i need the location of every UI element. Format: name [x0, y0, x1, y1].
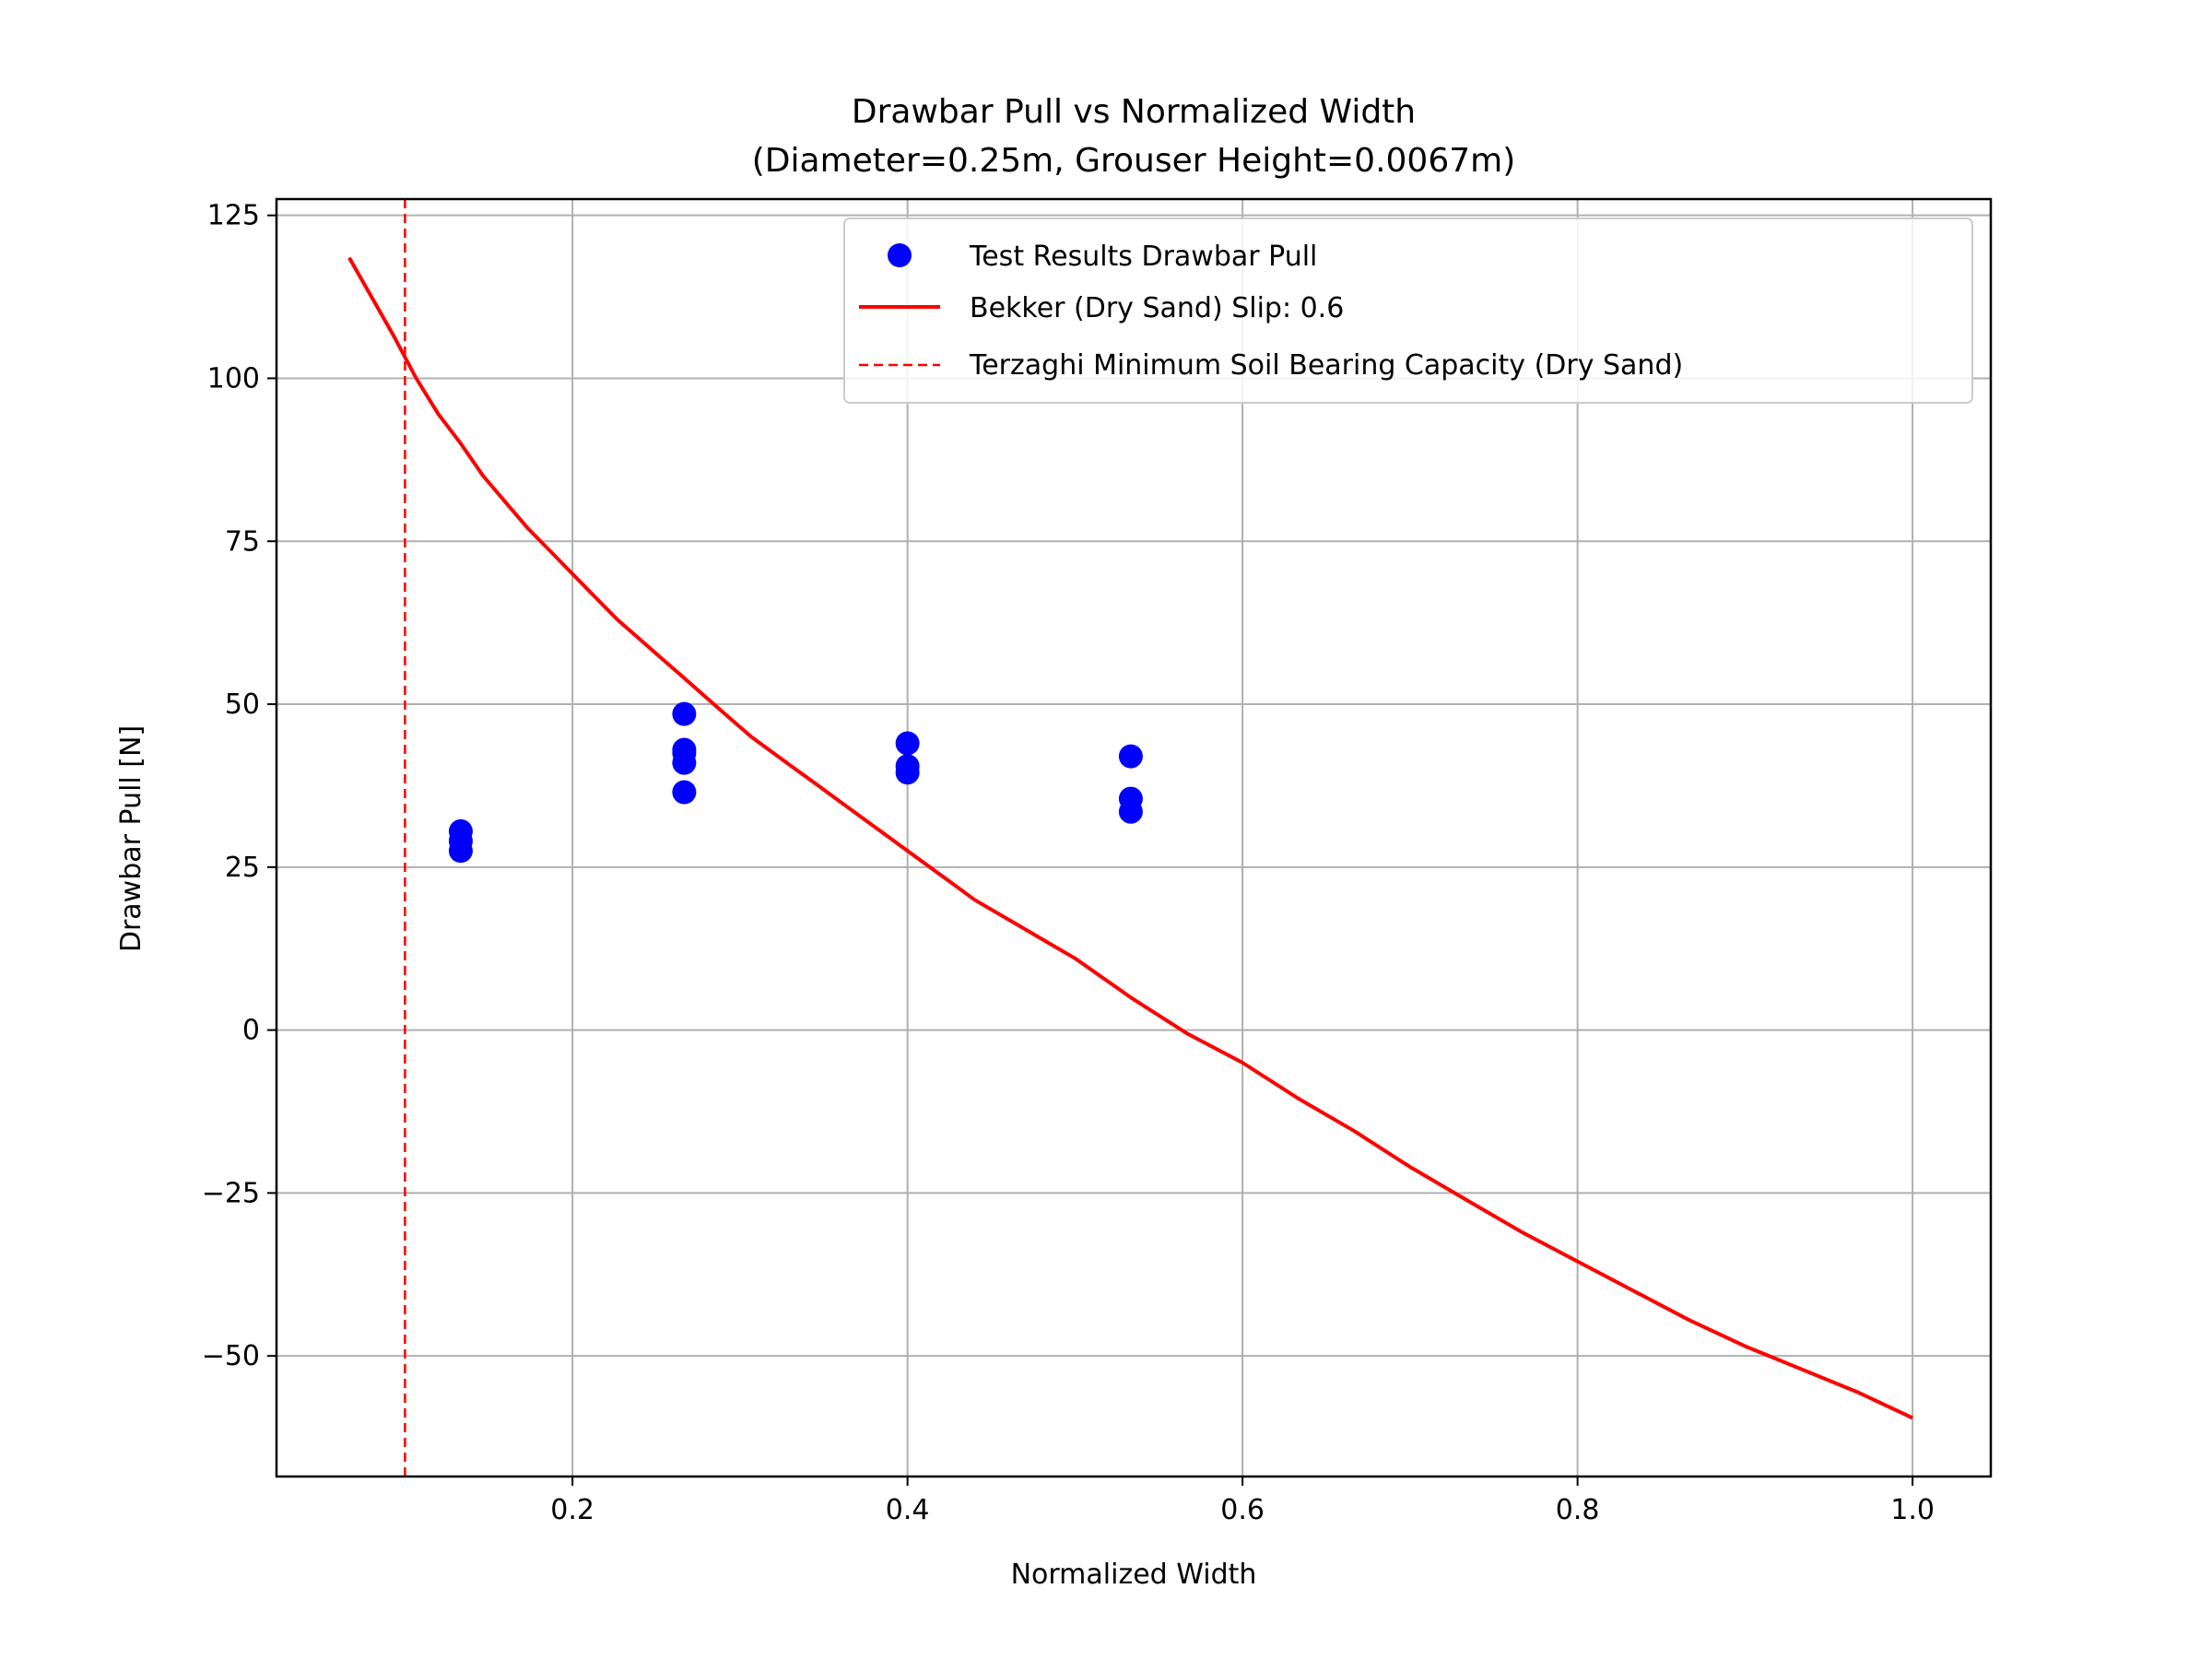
- legend: Test Results Drawbar Pull Bekker (Dry Sa…: [843, 218, 1973, 404]
- x-tick-label: 1.0: [1890, 1494, 1935, 1526]
- legend-label-bekker: Bekker (Dry Sand) Slip: 0.6: [970, 292, 1344, 324]
- scatter-point: [895, 731, 920, 756]
- scatter-point: [672, 701, 697, 726]
- y-tick-label: 100: [207, 362, 260, 394]
- grid-lines: [276, 199, 1991, 1477]
- x-tick-label: 0.4: [886, 1494, 930, 1526]
- axis-ticks: 0.2 0.4 0.6 0.8 1.0 125 100 75 50 25 0 −25 −50: [202, 200, 1935, 1526]
- y-tick-label: 75: [225, 525, 260, 558]
- x-axis-label: Normalized Width: [1011, 1559, 1257, 1591]
- x-tick-label: 0.2: [550, 1494, 594, 1526]
- scatter-point: [672, 741, 697, 766]
- x-tick-label: 0.8: [1556, 1494, 1600, 1526]
- x-tick-label: 0.6: [1220, 1494, 1265, 1526]
- scatter-point: [448, 839, 473, 864]
- y-tick-label: 50: [225, 688, 260, 721]
- legend-label-terzaghi: Terzaghi Minimum Soil Bearing Capacity (…: [969, 349, 1683, 382]
- legend-box: [843, 218, 1973, 404]
- scatter-point: [895, 760, 920, 785]
- plot-series: [347, 199, 1913, 1477]
- y-tick-label: 25: [225, 852, 260, 884]
- scatter-point: [672, 780, 697, 805]
- scatter-point: [1118, 799, 1143, 824]
- y-tick-label: −25: [202, 1177, 260, 1209]
- chart-title-line-1: Drawbar Pull vs Normalized Width: [852, 93, 1416, 131]
- scatter-point: [1118, 744, 1143, 769]
- legend-label-test-results: Test Results Drawbar Pull: [969, 241, 1317, 273]
- plot-area-frame: [275, 197, 1993, 1478]
- chart-title-line-2: (Diameter=0.25m, Grouser Height=0.0067m): [752, 142, 1516, 180]
- y-tick-label: 0: [242, 1015, 260, 1047]
- y-axis-label: Drawbar Pull [N]: [115, 725, 147, 952]
- bekker-curve: [347, 256, 1913, 1420]
- y-tick-label: 125: [207, 200, 260, 232]
- legend-scatter-marker: [888, 243, 912, 267]
- y-tick-label: −50: [202, 1340, 260, 1372]
